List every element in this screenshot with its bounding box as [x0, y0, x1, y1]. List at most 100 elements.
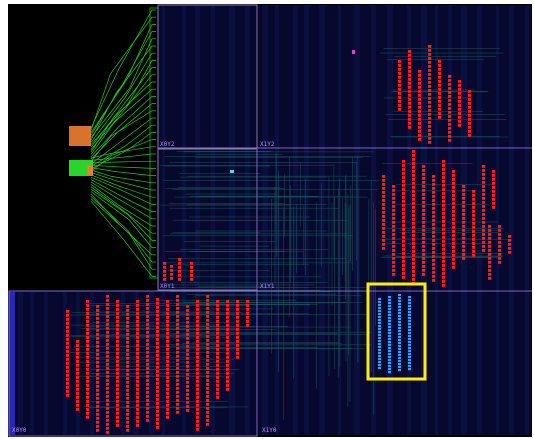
cell [412, 246, 416, 249]
cell [236, 304, 240, 307]
region-x1y2-fill[interactable] [258, 5, 531, 148]
selected-cell [398, 321, 401, 324]
routing-wire [90, 179, 156, 212]
cell [432, 267, 436, 270]
selected-cell [408, 314, 411, 317]
cell [442, 256, 446, 259]
cell [106, 395, 110, 398]
cell [392, 209, 396, 212]
cell [408, 122, 412, 125]
cell [146, 395, 150, 398]
cell [472, 194, 476, 197]
cell [186, 361, 190, 364]
cell [206, 387, 210, 390]
selected-cell [388, 317, 391, 320]
routing-wire [90, 110, 156, 162]
selected-cell [378, 331, 381, 334]
cell [96, 389, 100, 392]
cell [442, 164, 446, 167]
cell [402, 256, 406, 259]
cell [206, 375, 210, 378]
cell [146, 399, 150, 402]
cell [492, 194, 496, 197]
cell [428, 53, 432, 56]
cell [106, 347, 110, 350]
routing-wire [90, 184, 156, 227]
cell [196, 308, 200, 311]
cell [428, 105, 432, 108]
cell [136, 396, 140, 399]
cell [412, 202, 416, 205]
cell [428, 125, 432, 128]
cell [106, 375, 110, 378]
io-pad-upper[interactable] [69, 126, 91, 146]
cell [462, 225, 466, 228]
cell [86, 392, 90, 395]
label-x1y1: X1Y1 [260, 283, 275, 290]
cell [482, 229, 486, 232]
cell [206, 347, 210, 350]
selected-cell [388, 341, 391, 344]
cell [186, 321, 190, 324]
cell [472, 210, 476, 213]
cell [226, 372, 230, 375]
cell [136, 328, 140, 331]
cell [166, 336, 170, 339]
cell [422, 209, 426, 212]
cell [166, 388, 170, 391]
cell [402, 236, 406, 239]
cell [488, 253, 492, 256]
cell [438, 68, 442, 71]
selected-cell [398, 306, 401, 309]
cell [398, 100, 402, 103]
cell [412, 206, 416, 209]
column-stripe [134, 292, 139, 435]
cell [392, 233, 396, 236]
cell [126, 309, 130, 312]
routing-wire [90, 139, 156, 172]
cell [462, 241, 466, 244]
cell [76, 392, 80, 395]
cell [452, 250, 456, 253]
selected-cell [388, 302, 391, 305]
cell [412, 270, 416, 273]
column-stripe [387, 5, 393, 435]
cell [412, 170, 416, 173]
routing-wire [90, 176, 156, 205]
cell [196, 304, 200, 307]
cell [482, 241, 486, 244]
cell [402, 196, 406, 199]
cell [432, 183, 436, 186]
cell [472, 190, 476, 193]
region-x0y2-fill[interactable] [158, 5, 257, 148]
cell [206, 399, 210, 402]
cell [126, 353, 130, 356]
cell [442, 224, 446, 227]
column-stripe [76, 292, 80, 435]
cell [392, 241, 396, 244]
cell [96, 397, 100, 400]
cell [196, 356, 200, 359]
cell [86, 408, 90, 411]
cell [432, 219, 436, 222]
cell [472, 222, 476, 225]
cell [206, 295, 210, 298]
region-x1y0-fill[interactable] [258, 291, 531, 435]
cell [492, 206, 496, 209]
cell [66, 338, 70, 341]
cell [146, 311, 150, 314]
cell [166, 380, 170, 383]
highlight-selection-box[interactable] [366, 282, 427, 381]
cell [226, 360, 230, 363]
region-x0y1-fill[interactable] [158, 149, 257, 290]
cell [422, 249, 426, 252]
column-stripe [448, 5, 452, 435]
cell [448, 139, 452, 142]
cell [146, 355, 150, 358]
cell [448, 87, 452, 90]
selected-cell [388, 353, 391, 356]
cell [392, 237, 396, 240]
cell [452, 258, 456, 261]
cell [166, 360, 170, 363]
